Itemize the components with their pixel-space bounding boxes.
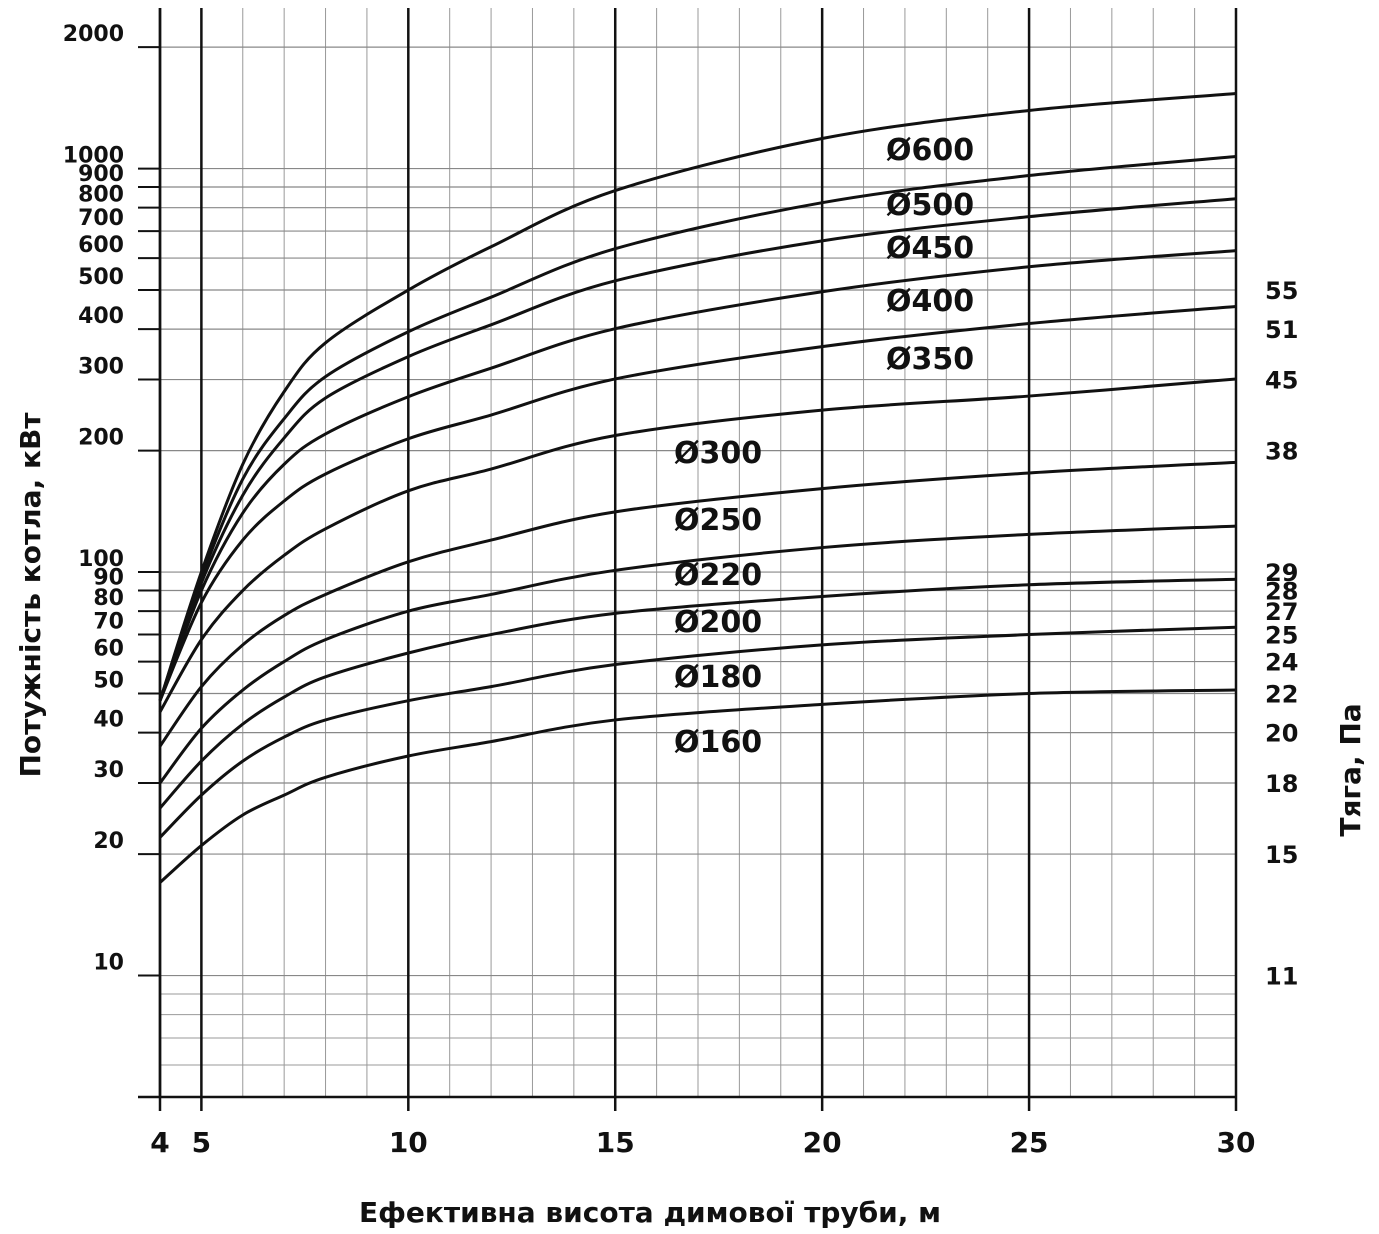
x-tick-label: 25: [1010, 1126, 1049, 1159]
x-axis-label: Ефективна висота димової труби, м: [359, 1196, 941, 1229]
y2-tick-label: 15: [1265, 841, 1298, 869]
series-label: Ø450: [886, 231, 974, 266]
y-tick-label: 30: [93, 758, 124, 783]
series-label: Ø220: [674, 558, 762, 593]
y-tick-label: 1000: [63, 144, 124, 169]
series-line: [158, 577, 1237, 810]
series-label: Ø350: [886, 342, 974, 377]
x-tick-label: 4: [150, 1126, 169, 1159]
y-tick-label: 700: [78, 206, 124, 231]
y-tick-label: 40: [93, 708, 124, 733]
series-line: [158, 524, 1237, 784]
y-tick-label: 10: [93, 951, 124, 976]
y2-tick-label: 51: [1265, 316, 1298, 344]
y2-tick-label: 20: [1265, 720, 1298, 748]
y2-tick-label: 55: [1265, 277, 1298, 305]
series-label: Ø300: [674, 436, 762, 471]
x-tick-label: 5: [192, 1126, 211, 1159]
y-tick-label: 300: [78, 355, 124, 380]
x-tick-label: 15: [596, 1126, 635, 1159]
series-line: [158, 688, 1237, 884]
y2-tick-label: 28: [1265, 578, 1298, 606]
series-line: [158, 305, 1237, 702]
y-tick-label: 60: [93, 637, 124, 662]
y-tick-label: 600: [78, 233, 124, 258]
y-tick-label: 100: [78, 547, 124, 572]
y-axis-label: Потужність котла, кВт: [14, 412, 47, 778]
series-line: [158, 249, 1237, 702]
y-tick-label: 800: [78, 183, 124, 208]
y2-tick-label: 11: [1265, 963, 1298, 991]
series-label: Ø400: [886, 284, 974, 319]
y-tick-label: 900: [78, 162, 124, 187]
y2-tick-label: 24: [1265, 649, 1298, 677]
y2-axis-label: Тяга, Па: [1334, 703, 1367, 836]
y2-tick-label: 45: [1265, 367, 1298, 395]
x-tick-label: 30: [1217, 1126, 1256, 1159]
series-label: Ø180: [674, 660, 762, 695]
x-tick-label: 10: [389, 1126, 428, 1159]
y2-tick-label: 22: [1265, 681, 1298, 709]
y2-tick-label: 18: [1265, 770, 1298, 798]
y-tick-label: 200: [78, 426, 124, 451]
series-label: Ø160: [674, 725, 762, 760]
series-label: Ø200: [674, 605, 762, 640]
series-line: [158, 91, 1237, 702]
x-tick-label: 20: [803, 1126, 842, 1159]
series-line: [158, 460, 1237, 748]
series-line: [158, 377, 1237, 713]
y2-tick-label: 25: [1265, 622, 1298, 650]
y2-tick-label: 27: [1265, 598, 1298, 626]
y-tick-label: 500: [78, 265, 124, 290]
y-tick-label: 50: [93, 669, 124, 694]
y2-tick-label: 29: [1265, 559, 1298, 587]
series-label: Ø500: [886, 188, 974, 223]
y-tick-label: 70: [93, 610, 124, 635]
y-tick-label: 80: [93, 586, 124, 611]
series-label: Ø250: [674, 503, 762, 538]
y-tick-label: 20: [93, 829, 124, 854]
y2-tick-label: 38: [1265, 438, 1298, 466]
y-tick-label: 90: [93, 566, 124, 591]
series-label: Ø600: [886, 133, 974, 168]
y-tick-label: 400: [78, 304, 124, 329]
series-line: [158, 155, 1237, 702]
series-line: [158, 197, 1237, 702]
y-tick-label: 2000: [63, 22, 124, 47]
series-line: [158, 625, 1237, 839]
